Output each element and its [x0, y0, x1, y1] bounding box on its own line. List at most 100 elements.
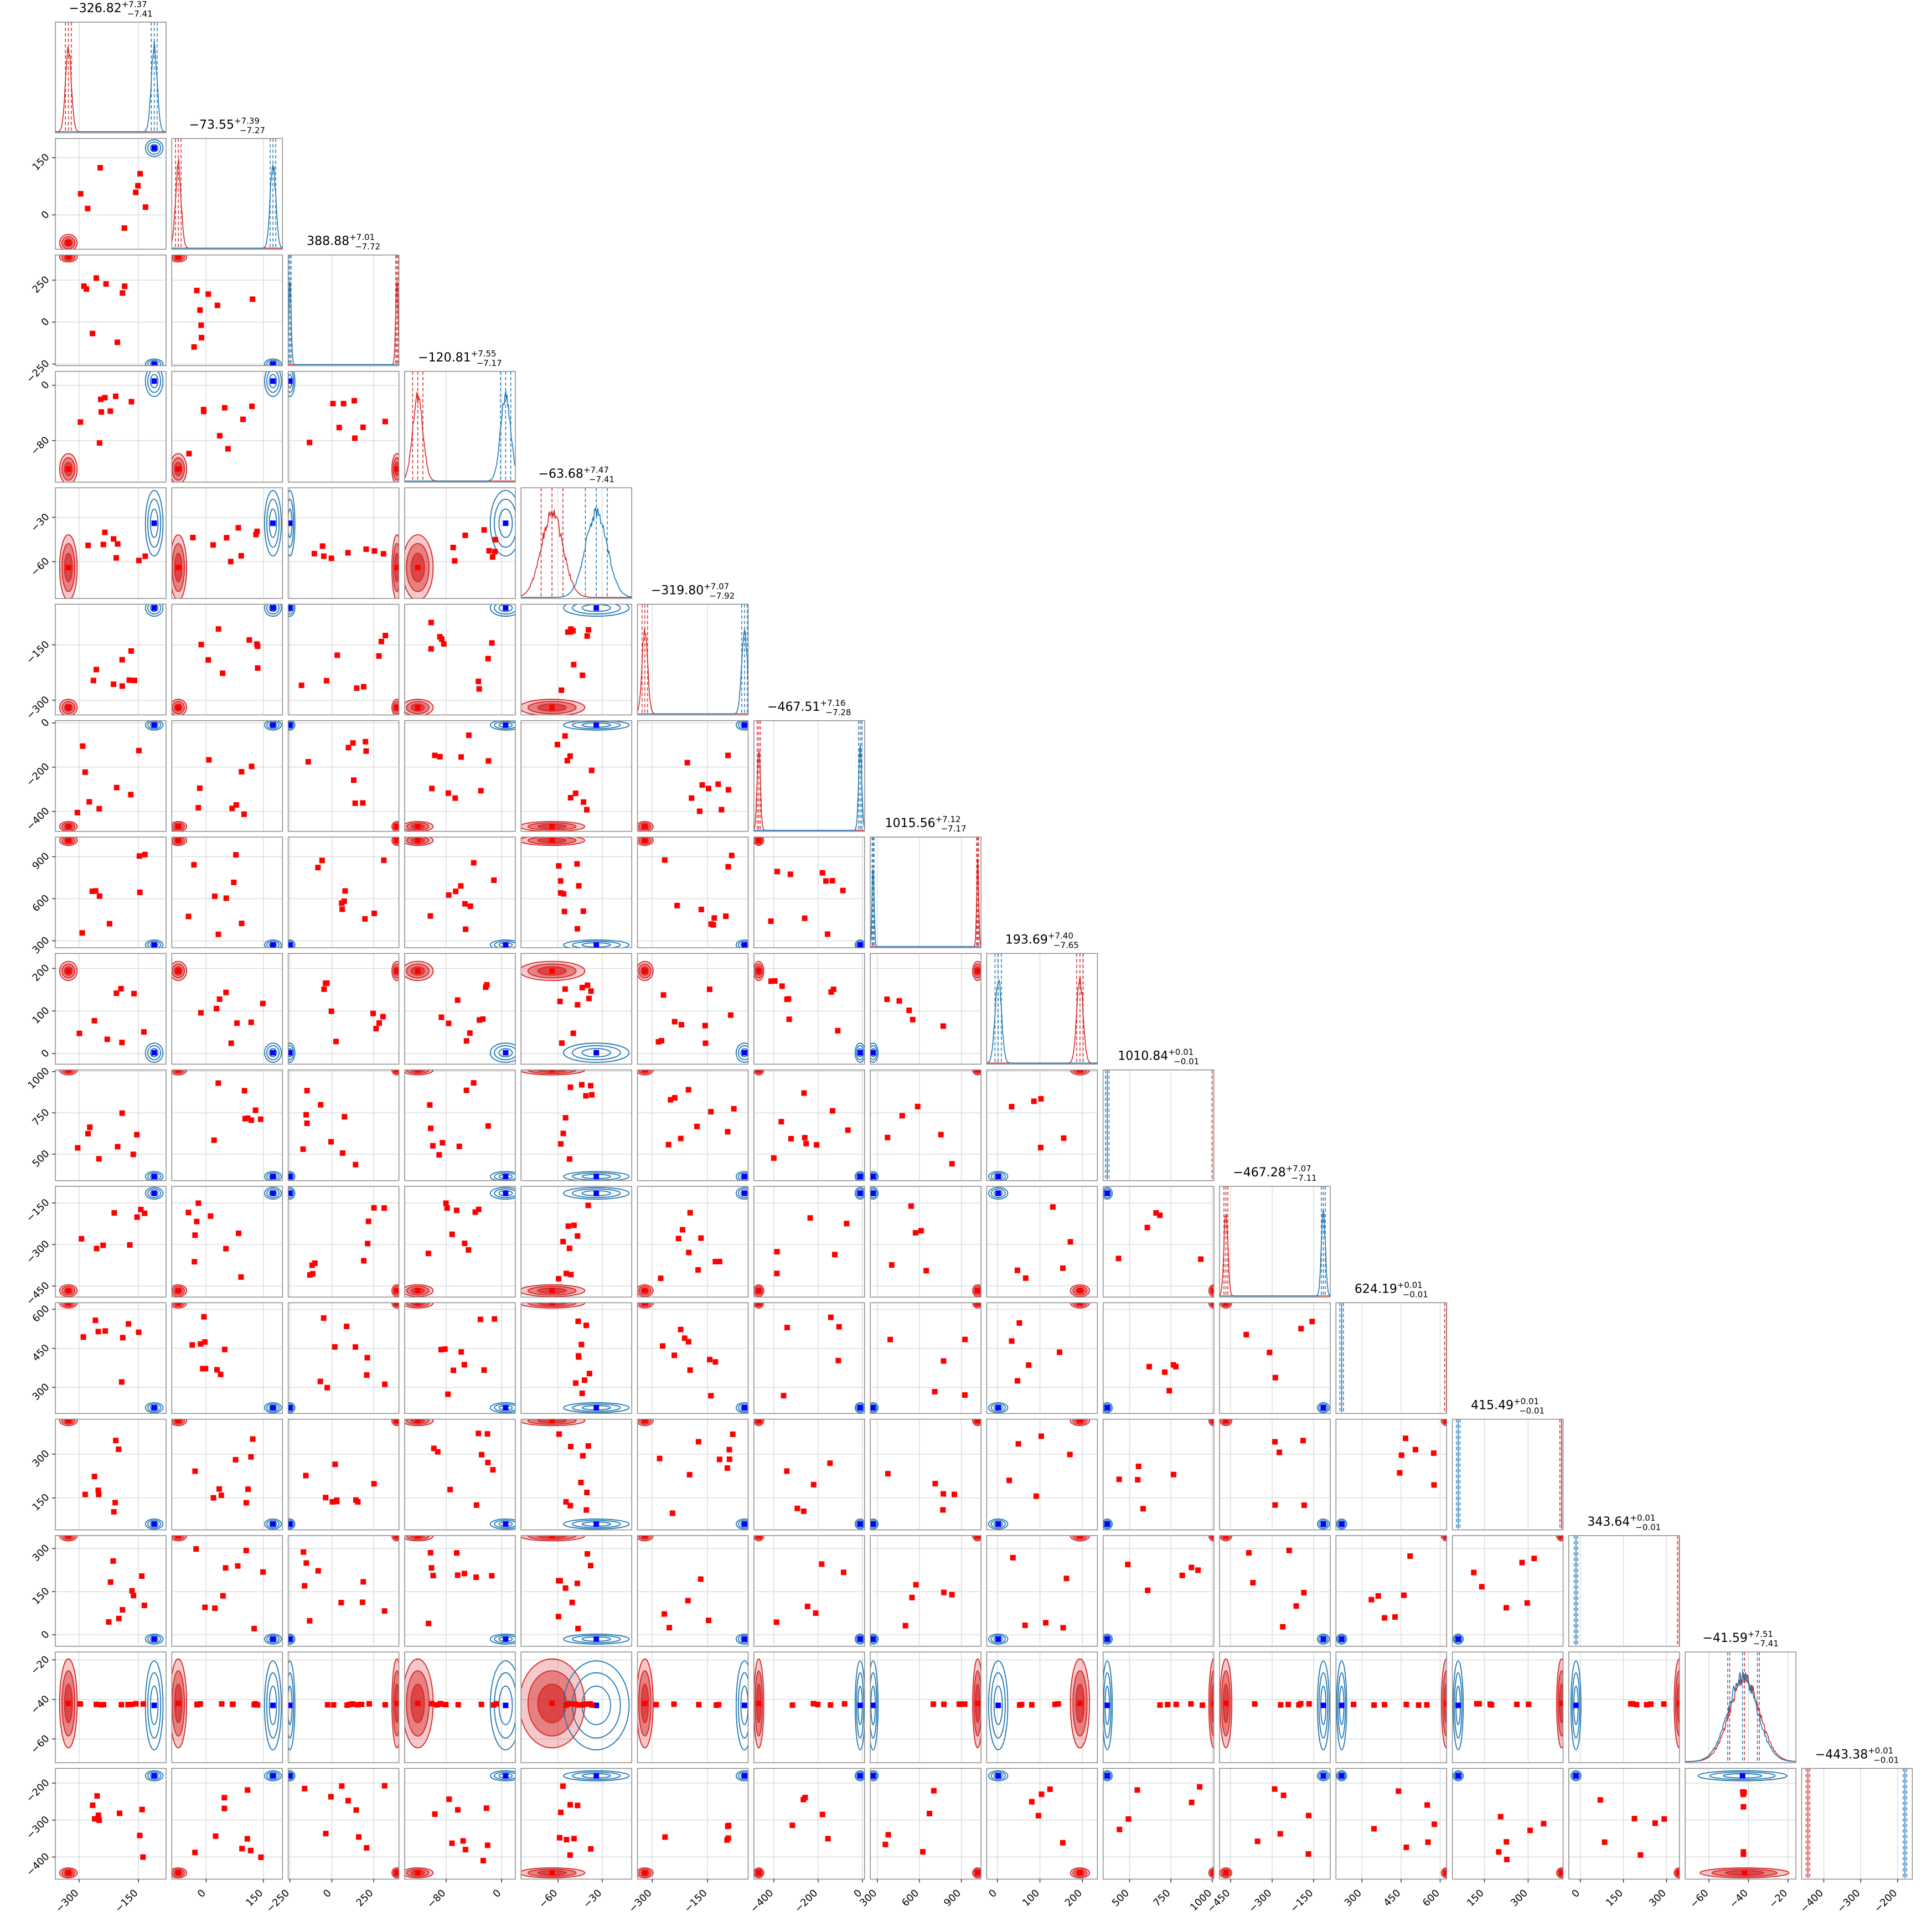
walker-marker [354, 1702, 360, 1708]
red-marker [394, 1070, 399, 1073]
blue-contour [856, 1771, 865, 1780]
panel-11-6 [753, 1302, 865, 1414]
walker-marker [252, 1107, 259, 1113]
red-marker [394, 824, 399, 829]
walker-marker [587, 1083, 593, 1089]
panel-8-5 [637, 953, 749, 1065]
panel-10-8 [986, 1186, 1098, 1298]
red-marker [549, 824, 555, 829]
red-marker [394, 968, 399, 974]
walker-marker [586, 627, 592, 633]
walker-marker [127, 1242, 133, 1248]
walker-marker [931, 1788, 937, 1794]
walker-marker [198, 322, 204, 328]
panel-12-6 [753, 1418, 865, 1531]
walker-marker [1162, 1369, 1168, 1375]
panel-title-7: 1015.56+7.12 −7.17 [885, 814, 967, 834]
blue-contour [870, 1186, 879, 1200]
walker-marker [216, 433, 223, 439]
blue-contour [144, 139, 164, 157]
y-tick-label: −150 [24, 1197, 52, 1225]
blue-contour [147, 1520, 162, 1528]
red-marker [415, 1070, 421, 1073]
blue-contour [266, 360, 280, 366]
panel-13-6 [753, 1535, 865, 1647]
panel-frame [404, 1535, 516, 1647]
walker-marker [1403, 1435, 1409, 1442]
walker-marker [1526, 1701, 1532, 1707]
walker-marker [446, 892, 452, 898]
panel-10-1 [171, 1186, 283, 1298]
walker-marker [215, 626, 221, 632]
walker-marker [462, 901, 468, 907]
blue-marker [857, 1636, 863, 1642]
panel-15-12: 150 300 [1451, 1768, 1564, 1909]
walker-marker [112, 1500, 118, 1506]
walker-marker [583, 1093, 589, 1099]
walker-marker [467, 903, 473, 910]
walker-marker [480, 1858, 486, 1864]
blue-contour [1103, 1771, 1112, 1780]
red-marker [1223, 1303, 1229, 1306]
panel-15-2: −250 0 250 [264, 1768, 400, 1915]
blue-contour [870, 1045, 877, 1061]
walker-marker [1531, 1556, 1537, 1562]
red-marker [1443, 1701, 1447, 1707]
panel-frame [287, 720, 400, 832]
walker-marker [571, 1222, 577, 1228]
blue-contour [494, 941, 515, 948]
walker-marker [245, 1787, 251, 1793]
red-marker [1558, 1701, 1563, 1707]
walker-marker [586, 995, 592, 1001]
walker-marker [254, 528, 260, 534]
walker-marker [451, 1367, 457, 1373]
blue-contour [147, 360, 162, 366]
blue-contour [1337, 1635, 1346, 1644]
walker-marker [260, 1569, 266, 1575]
blue-marker [1455, 1636, 1461, 1642]
walker-marker [432, 752, 438, 758]
walker-marker [205, 657, 211, 663]
walker-marker [1035, 1812, 1041, 1819]
walker-marker [579, 1702, 585, 1708]
panel-frame [637, 1186, 749, 1298]
walker-marker [563, 1499, 569, 1505]
panel-frame [171, 720, 283, 832]
walker-marker [774, 1249, 780, 1255]
blue-contour [288, 1520, 295, 1528]
panel-frame [753, 953, 865, 1065]
panel-frame [55, 1768, 167, 1880]
panel-15-13: 0 150 300 [1568, 1768, 1680, 1909]
walker-marker [480, 1016, 486, 1022]
panel-frame [287, 1418, 400, 1531]
red-marker [642, 1070, 648, 1073]
walker-marker [1252, 1701, 1258, 1707]
x-tick-label: 250 [354, 1887, 376, 1909]
walker-marker [118, 1379, 125, 1385]
walker-marker [962, 1701, 968, 1707]
panel-5-1 [171, 603, 283, 716]
red-marker [756, 1870, 762, 1876]
panel-14-2 [287, 1651, 400, 1763]
walker-marker [1165, 1702, 1171, 1708]
walker-marker [1300, 1438, 1306, 1444]
walker-marker [449, 1840, 455, 1846]
walker-marker [558, 1141, 564, 1147]
walker-marker [82, 1491, 88, 1497]
panel-9-3 [404, 1069, 516, 1181]
walker-marker [452, 558, 458, 564]
walker-marker [813, 1610, 819, 1616]
blue-contour [571, 1045, 621, 1061]
walker-marker [216, 1486, 223, 1492]
walker-marker [1504, 1856, 1510, 1862]
walker-marker [778, 1119, 784, 1125]
x-tick-label: −60 [537, 1887, 560, 1910]
panel-8-2 [287, 953, 400, 1065]
red-marker [394, 1701, 399, 1707]
x-tick-label: −20 [1767, 1887, 1790, 1910]
y-tick-label: 1000 [25, 1065, 51, 1091]
blue-contour [288, 1660, 296, 1750]
y-tick-label: −250 [24, 358, 52, 385]
blue-marker [288, 1174, 293, 1180]
